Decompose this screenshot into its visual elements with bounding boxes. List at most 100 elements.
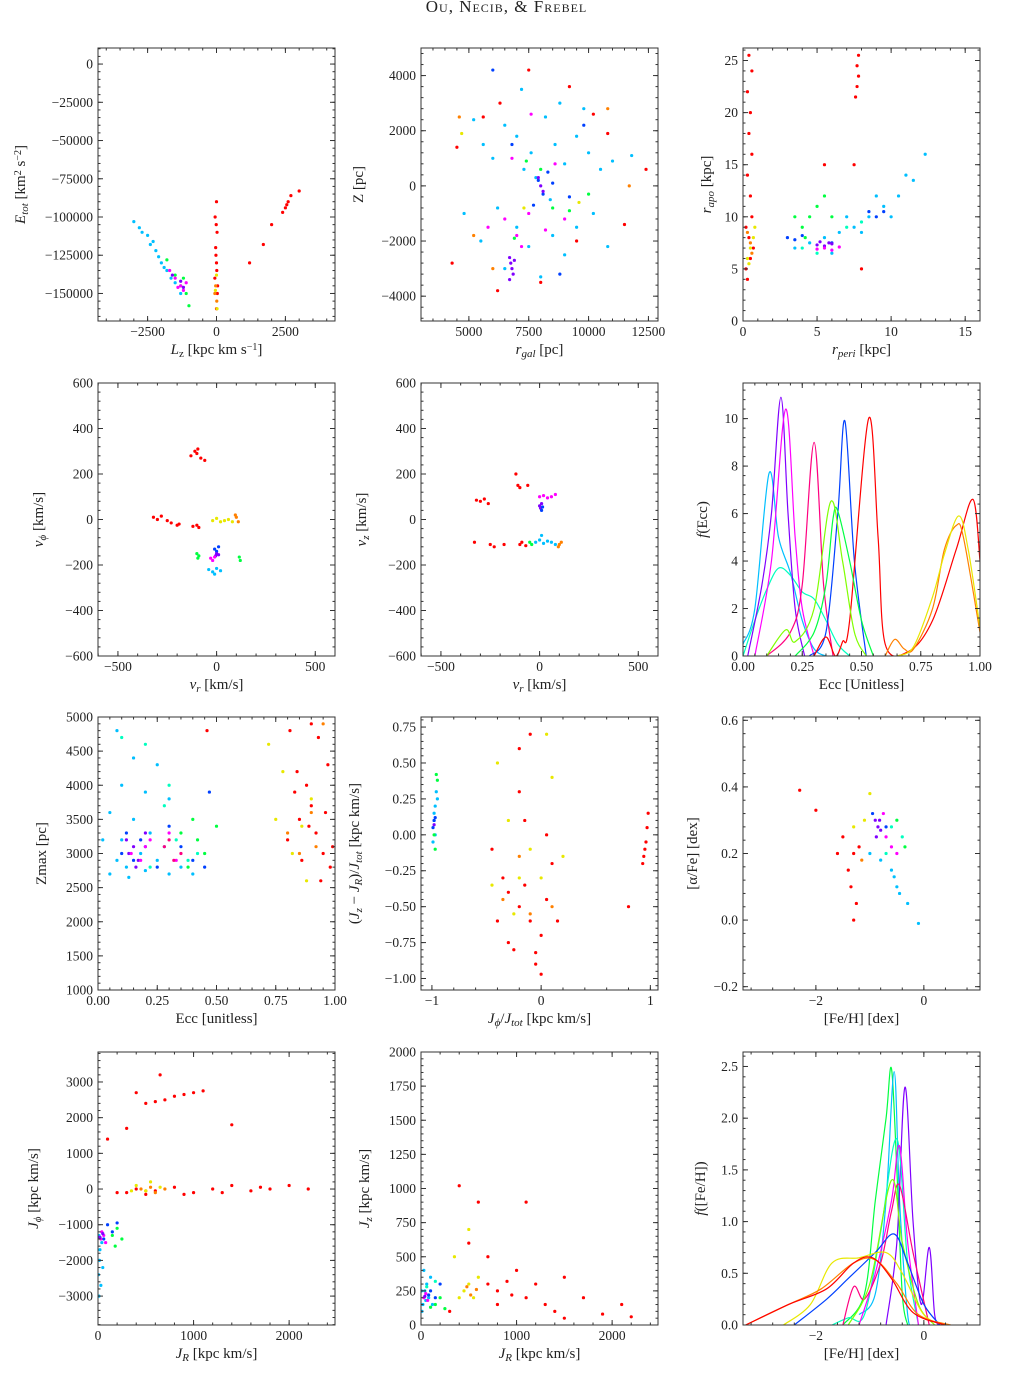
data-point-red — [643, 847, 647, 851]
kde-line-cyan — [858, 1071, 914, 1325]
data-point-red — [641, 861, 645, 866]
data-point-green — [551, 206, 555, 210]
data-point-cyan — [534, 176, 538, 180]
x-axis-label: JR [kpc km/s] — [499, 1346, 581, 1364]
data-point-orange — [297, 851, 302, 856]
kde-line-green — [842, 1066, 909, 1325]
data-point-red — [490, 847, 494, 851]
axes-frame — [97, 47, 336, 322]
y-tick-label: 3000 — [66, 1074, 93, 1089]
data-point-cyan — [179, 291, 183, 296]
data-point-orange — [215, 299, 219, 303]
data-point-cyan — [867, 215, 871, 219]
data-point-red — [220, 1191, 224, 1195]
data-point-blue — [179, 845, 183, 849]
data-point-red — [528, 732, 532, 736]
data-point-red — [523, 883, 527, 887]
data-point-aquamarine — [425, 1285, 429, 1289]
data-point-blue — [438, 1282, 442, 1286]
data-point-red — [751, 246, 755, 250]
data-point-red — [158, 1073, 162, 1077]
x-tick-label: 500 — [305, 659, 326, 674]
data-point-cyan — [431, 840, 435, 844]
data-point-red — [488, 542, 492, 547]
x-tick-label: 7500 — [515, 324, 542, 339]
data-point-blue — [882, 209, 886, 214]
data-point-red — [288, 729, 292, 733]
y-tick-label: −75000 — [52, 171, 94, 186]
data-point-red — [553, 1309, 557, 1313]
x-tick-label: 1000 — [180, 1328, 207, 1343]
data-point-purple — [98, 1235, 102, 1239]
data-point-red — [575, 239, 579, 243]
data-point-red — [199, 456, 203, 460]
data-point-cyan — [148, 831, 152, 835]
y-axis-label: f(Ecc) — [695, 501, 711, 538]
axis-label-part: [α/Fe] [dex] — [685, 817, 701, 889]
data-point-red — [516, 483, 520, 487]
data-point-red — [300, 858, 304, 862]
x-axis-label: rperi [kpc] — [832, 342, 891, 360]
y-tick-label: 750 — [396, 1215, 417, 1230]
y-tick-label: 2000 — [66, 914, 93, 929]
data-point-cyan — [430, 1302, 435, 1307]
axis-label-part: r — [832, 342, 838, 358]
data-point-red — [555, 919, 560, 923]
x-axis-label: Ecc [Unitless] — [819, 677, 904, 693]
data-point-red — [849, 885, 853, 889]
data-point-red — [481, 115, 485, 119]
data-point-red — [486, 1255, 490, 1259]
data-point-red — [518, 542, 522, 547]
plot-area — [472, 472, 563, 549]
data-point-cyan — [100, 1240, 104, 1245]
data-point-blue — [120, 851, 124, 856]
data-point-red — [518, 486, 522, 490]
data-point-cyan — [874, 194, 878, 198]
y-tick-label: −25000 — [52, 95, 94, 110]
data-point-cyan — [139, 851, 143, 856]
data-point-cyan — [892, 875, 896, 879]
kde-line-pink — [766, 441, 834, 656]
data-point-red — [191, 1091, 196, 1095]
data-point-red — [286, 838, 290, 842]
data-point-red — [268, 1187, 272, 1191]
data-point-purple — [830, 242, 834, 246]
data-point-red — [620, 1302, 624, 1307]
data-point-cyan — [155, 858, 159, 862]
data-point-cyan — [852, 225, 856, 229]
y-tick-label: 1.5 — [721, 1162, 738, 1177]
axis-label-part: gal — [521, 348, 535, 360]
data-point-magenta — [889, 845, 894, 849]
data-point-red — [534, 962, 538, 966]
data-point-red — [323, 810, 328, 815]
data-point-green — [186, 865, 190, 869]
data-point-red — [455, 145, 459, 149]
panel-10: 0 1000 2000 −3000 −2000 −1000 0 1000 2000 3000 JR … — [26, 1051, 336, 1364]
kde-line-blue — [808, 419, 867, 656]
data-point-yellow — [230, 520, 234, 524]
y-tick-label: 2000 — [66, 1110, 93, 1125]
data-point-green — [434, 772, 438, 777]
data-point-cyan — [895, 885, 899, 889]
data-point-magenta — [129, 851, 133, 856]
data-point-cyan — [830, 251, 834, 255]
data-point-red — [153, 1100, 157, 1104]
data-point-magenta — [426, 1298, 430, 1303]
plot-area — [151, 447, 242, 576]
data-point-red — [448, 1309, 452, 1313]
axis-label-part: apo — [705, 191, 717, 208]
data-point-magenta — [211, 558, 215, 563]
y-tick-label: 0.50 — [392, 755, 416, 770]
data-point-cyan — [598, 167, 603, 171]
data-point-magenta — [424, 1292, 428, 1296]
data-point-cyan — [539, 533, 544, 538]
data-point-red — [314, 831, 318, 835]
data-point-cyan — [124, 865, 129, 869]
axis-label-part: J — [26, 1221, 42, 1229]
data-point-yellow — [544, 732, 549, 736]
data-point-red — [159, 514, 163, 518]
axis-label-part: / — [500, 1011, 505, 1027]
x-tick-label: 0 — [213, 659, 220, 674]
data-point-yellow — [457, 1296, 461, 1300]
